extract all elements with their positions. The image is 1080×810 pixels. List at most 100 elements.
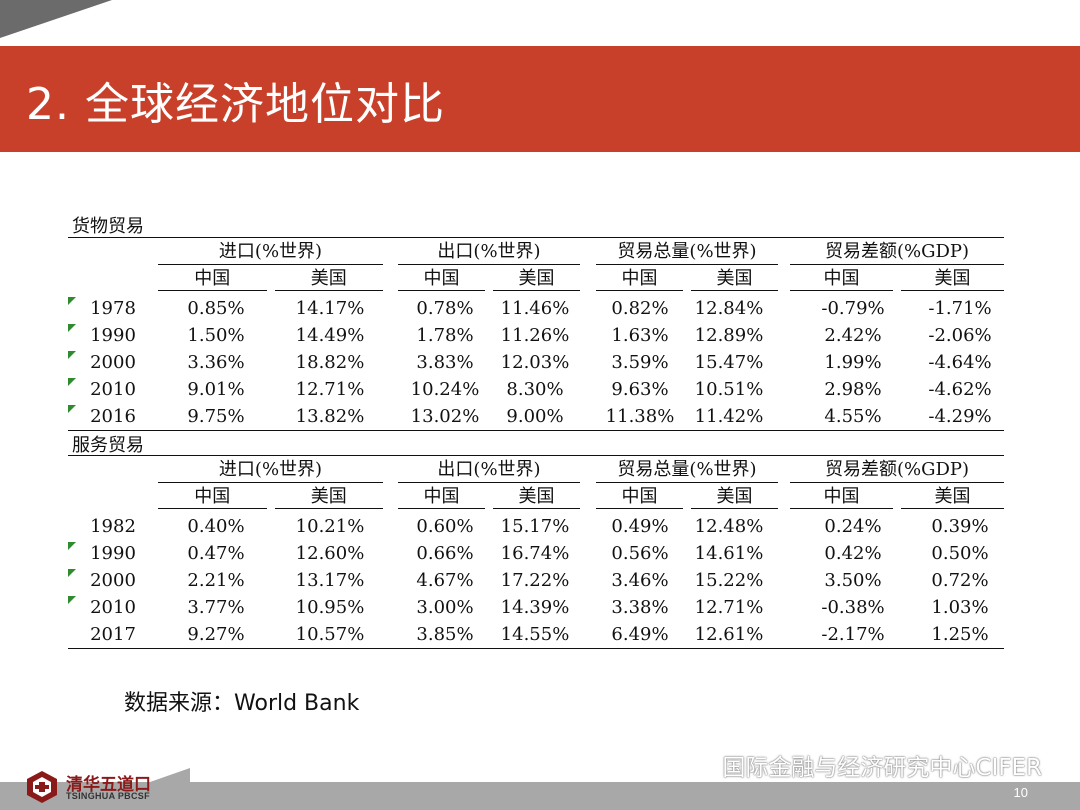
footer-bar <box>0 782 1080 810</box>
row-marker <box>68 596 76 604</box>
value-cell: 4.55% <box>824 406 882 427</box>
value-cell: -2.06% <box>928 325 992 346</box>
value-cell: 0.56% <box>611 543 669 564</box>
row-marker <box>68 324 76 332</box>
value-cell: 12.84% <box>694 298 764 319</box>
year-cell: 2010 <box>90 379 136 400</box>
country-subheader: 美国 <box>274 268 383 291</box>
country-subheader: 美国 <box>274 486 383 509</box>
column-group-header: 贸易差额(%GDP) <box>790 240 1004 265</box>
goods-trade-label: 货物贸易 <box>72 216 144 237</box>
value-cell: 0.50% <box>931 543 989 564</box>
value-cell: 0.85% <box>187 298 245 319</box>
value-cell: 9.27% <box>187 624 245 645</box>
table-top-rule <box>68 455 1004 456</box>
value-cell: 13.17% <box>295 570 365 591</box>
year-cell: 2010 <box>90 597 136 618</box>
value-cell: 2.42% <box>824 325 882 346</box>
row-marker <box>68 405 76 413</box>
table-row: 1990 0.47% 12.60% 0.66% 16.74% 0.56% 14.61% 0.4… <box>68 540 1004 567</box>
value-cell: 3.77% <box>187 597 245 618</box>
country-subheader: 中国 <box>158 268 267 291</box>
value-cell: 3.00% <box>416 597 474 618</box>
year-cell: 2016 <box>90 406 136 427</box>
page-number: 10 <box>1013 785 1028 800</box>
value-cell: 10.95% <box>295 597 365 618</box>
wechat-icon <box>686 757 716 779</box>
value-cell: 14.39% <box>500 597 570 618</box>
value-cell: 12.03% <box>500 352 570 373</box>
services-trade-table: 进口(%世界) 中国 美国 出口(%世界) 中国 美国 贸易总量(%世界) 中国 美国 贸易差额(… <box>68 455 1004 649</box>
value-cell: 0.49% <box>611 516 669 537</box>
value-cell: 3.38% <box>611 597 669 618</box>
value-cell: -0.38% <box>821 597 885 618</box>
table-row: 2016 9.75% 13.82% 13.02% 9.00% 11.38% 11.42% 4.… <box>68 403 1004 430</box>
column-group-header: 进口(%世界) <box>158 240 383 265</box>
pbcsf-logo-icon <box>27 771 57 803</box>
table-row: 2010 9.01% 12.71% 10.24% 8.30% 9.63% 10.51% 2.9… <box>68 376 1004 403</box>
country-subheader: 美国 <box>493 268 580 291</box>
value-cell: 11.38% <box>605 406 675 427</box>
data-source: 数据来源：World Bank <box>124 685 359 717</box>
value-cell: 16.74% <box>500 543 570 564</box>
value-cell: 11.26% <box>500 325 570 346</box>
value-cell: 3.83% <box>416 352 474 373</box>
country-subheader: 中国 <box>790 268 893 291</box>
value-cell: 10.57% <box>295 624 365 645</box>
table-body: 1982 0.40% 10.21% 0.60% 15.17% 0.49% 12.48% 0.2… <box>68 513 1004 649</box>
value-cell: 0.39% <box>931 516 989 537</box>
value-cell: 3.46% <box>611 570 669 591</box>
country-subheader: 美国 <box>901 486 1004 509</box>
row-marker <box>68 297 76 305</box>
value-cell: 0.78% <box>416 298 474 319</box>
value-cell: 13.82% <box>295 406 365 427</box>
value-cell: 9.00% <box>506 406 564 427</box>
table-row: 2010 3.77% 10.95% 3.00% 14.39% 3.38% 12.71% -0.… <box>68 594 1004 621</box>
row-marker <box>68 569 76 577</box>
value-cell: 2.21% <box>187 570 245 591</box>
value-cell: 9.01% <box>187 379 245 400</box>
value-cell: 12.48% <box>694 516 764 537</box>
country-subheader: 美国 <box>901 268 1004 291</box>
source-name: World Bank <box>234 691 360 716</box>
row-marker <box>68 542 76 550</box>
value-cell: 9.75% <box>187 406 245 427</box>
slide-title: 2. 全球经济地位对比 <box>26 79 445 130</box>
value-cell: 14.49% <box>295 325 365 346</box>
value-cell: 3.59% <box>611 352 669 373</box>
row-marker <box>68 351 76 359</box>
country-subheader: 中国 <box>790 486 893 509</box>
value-cell: 9.63% <box>611 379 669 400</box>
table-row: 2017 9.27% 10.57% 3.85% 14.55% 6.49% 12.61% -2.… <box>68 621 1004 648</box>
value-cell: 3.50% <box>824 570 882 591</box>
value-cell: 0.72% <box>931 570 989 591</box>
column-group-header: 贸易总量(%世界) <box>596 240 778 265</box>
country-subheader: 中国 <box>596 486 683 509</box>
column-group-header: 贸易差额(%GDP) <box>790 458 1004 483</box>
column-group-header: 贸易总量(%世界) <box>596 458 778 483</box>
value-cell: 4.67% <box>416 570 474 591</box>
year-cell: 2000 <box>90 352 136 373</box>
value-cell: 1.78% <box>416 325 474 346</box>
value-cell: 8.30% <box>506 379 564 400</box>
table-top-rule <box>68 237 1004 238</box>
source-prefix: 数据来源： <box>124 691 235 716</box>
value-cell: -4.62% <box>928 379 992 400</box>
value-cell: 15.17% <box>500 516 570 537</box>
goods-trade-table: 进口(%世界) 中国 美国 出口(%世界) 中国 美国 贸易总量(%世界) 中国 美国 贸易差额(… <box>68 237 1004 431</box>
value-cell: 1.03% <box>931 597 989 618</box>
value-cell: -4.29% <box>928 406 992 427</box>
table-body: 1978 0.85% 14.17% 0.78% 11.46% 0.82% 12.84% -0.… <box>68 295 1004 431</box>
table-row: 1990 1.50% 14.49% 1.78% 11.26% 1.63% 12.89% 2.4… <box>68 322 1004 349</box>
year-cell: 2017 <box>90 624 136 645</box>
value-cell: -1.71% <box>928 298 992 319</box>
value-cell: 1.50% <box>187 325 245 346</box>
value-cell: 0.42% <box>824 543 882 564</box>
footer-decoration <box>150 768 190 782</box>
logo-english-name: TSINGHUA PBCSF <box>66 791 150 801</box>
value-cell: 1.63% <box>611 325 669 346</box>
value-cell: 1.99% <box>824 352 882 373</box>
value-cell: 12.71% <box>295 379 365 400</box>
value-cell: 18.82% <box>295 352 365 373</box>
value-cell: 0.60% <box>416 516 474 537</box>
